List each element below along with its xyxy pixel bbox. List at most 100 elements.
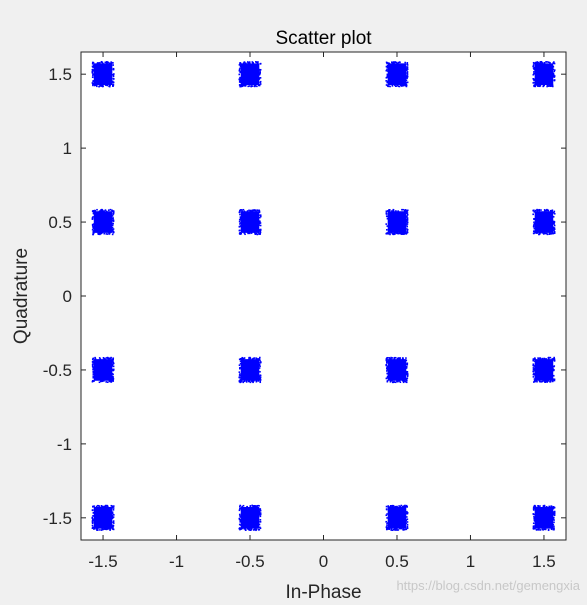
scatter-point	[111, 80, 114, 83]
scatter-cluster-core	[240, 63, 260, 86]
scatter-point	[92, 84, 94, 87]
scatter-point	[405, 222, 408, 224]
scatter-point	[238, 232, 241, 235]
scatter-point	[391, 381, 394, 384]
scatter-point	[541, 528, 544, 531]
scatter-point	[539, 529, 542, 531]
scatter-point	[547, 209, 550, 212]
scatter-cluster	[532, 60, 556, 88]
y-tick-label: 1.5	[48, 65, 72, 84]
scatter-point	[238, 220, 241, 223]
scatter-point	[406, 512, 408, 515]
scatter-point	[402, 208, 404, 211]
scatter-point	[549, 85, 552, 88]
scatter-point	[533, 68, 536, 71]
scatter-point	[406, 67, 409, 70]
scatter-point	[400, 504, 403, 507]
scatter-point	[553, 527, 555, 529]
scatter-point	[239, 507, 241, 510]
scatter-point	[393, 506, 396, 508]
scatter-point	[250, 85, 253, 88]
scatter-point	[91, 71, 94, 74]
scatter-point	[386, 527, 389, 529]
scatter-point	[256, 233, 259, 236]
scatter-point	[239, 362, 242, 365]
scatter-point	[532, 370, 534, 373]
scatter-point	[108, 209, 110, 211]
scatter-point	[240, 232, 243, 235]
scatter-point	[392, 232, 395, 235]
scatter-point	[97, 232, 100, 235]
scatter-point	[240, 85, 243, 88]
scatter-point	[112, 524, 115, 527]
scatter-point	[553, 378, 556, 381]
scatter-point	[386, 84, 389, 87]
scatter-point	[92, 366, 95, 369]
scatter-point	[405, 79, 408, 82]
scatter-point	[542, 529, 544, 531]
scatter-point	[391, 504, 394, 507]
scatter-point	[259, 381, 262, 384]
scatter-point	[111, 505, 114, 508]
scatter-point	[259, 512, 262, 514]
scatter-point	[532, 368, 535, 371]
scatter-point	[254, 209, 256, 211]
scatter-point	[543, 209, 546, 211]
scatter-point	[398, 61, 401, 63]
scatter-point	[553, 79, 556, 82]
scatter-point	[533, 232, 536, 234]
scatter-point	[406, 219, 409, 221]
scatter-point	[553, 528, 555, 530]
scatter-point	[533, 221, 535, 224]
scatter-point	[112, 75, 115, 78]
scatter-point	[259, 77, 262, 79]
scatter-point	[386, 70, 389, 72]
scatter-point	[533, 224, 535, 226]
scatter-point	[239, 521, 242, 523]
watermark: https://blog.csdn.net/gemengxia	[396, 578, 580, 593]
scatter-point	[103, 357, 105, 360]
scatter-point	[112, 78, 115, 80]
scatter-point	[404, 504, 406, 507]
scatter-point	[106, 84, 109, 87]
scatter-point	[533, 85, 535, 88]
scatter-cluster-core	[387, 506, 407, 529]
scatter-point	[403, 528, 406, 531]
scatter-point	[406, 505, 408, 508]
scatter-point	[395, 61, 398, 64]
scatter-point	[533, 79, 535, 82]
scatter-point	[405, 359, 408, 362]
scatter-point	[100, 85, 103, 87]
scatter-point	[92, 212, 95, 215]
scatter-point	[406, 221, 409, 224]
scatter-point	[405, 528, 408, 531]
scatter-point	[92, 80, 95, 82]
scatter-point	[533, 381, 535, 383]
scatter-point	[406, 217, 409, 219]
scatter-cluster	[385, 61, 409, 88]
scatter-point	[396, 380, 398, 383]
scatter-point	[394, 381, 397, 384]
scatter-point	[406, 372, 409, 375]
scatter-point	[251, 380, 254, 382]
scatter-point	[92, 375, 95, 377]
scatter-point	[401, 231, 404, 234]
scatter-point	[112, 67, 115, 70]
scatter-point	[405, 216, 408, 218]
scatter-point	[553, 365, 556, 367]
scatter-point	[112, 213, 115, 215]
scatter-point	[112, 62, 114, 64]
scatter-point	[92, 74, 94, 77]
scatter-point	[248, 231, 251, 234]
scatter-point	[239, 516, 242, 518]
scatter-point	[386, 517, 388, 519]
scatter-point	[394, 356, 396, 359]
scatter-point	[239, 80, 241, 82]
scatter-point	[91, 217, 94, 219]
scatter-point	[386, 522, 389, 524]
scatter-point	[259, 526, 261, 529]
scatter-point	[540, 381, 542, 383]
scatter-point	[406, 77, 408, 80]
scatter-point	[239, 360, 242, 362]
scatter-point	[92, 519, 94, 521]
